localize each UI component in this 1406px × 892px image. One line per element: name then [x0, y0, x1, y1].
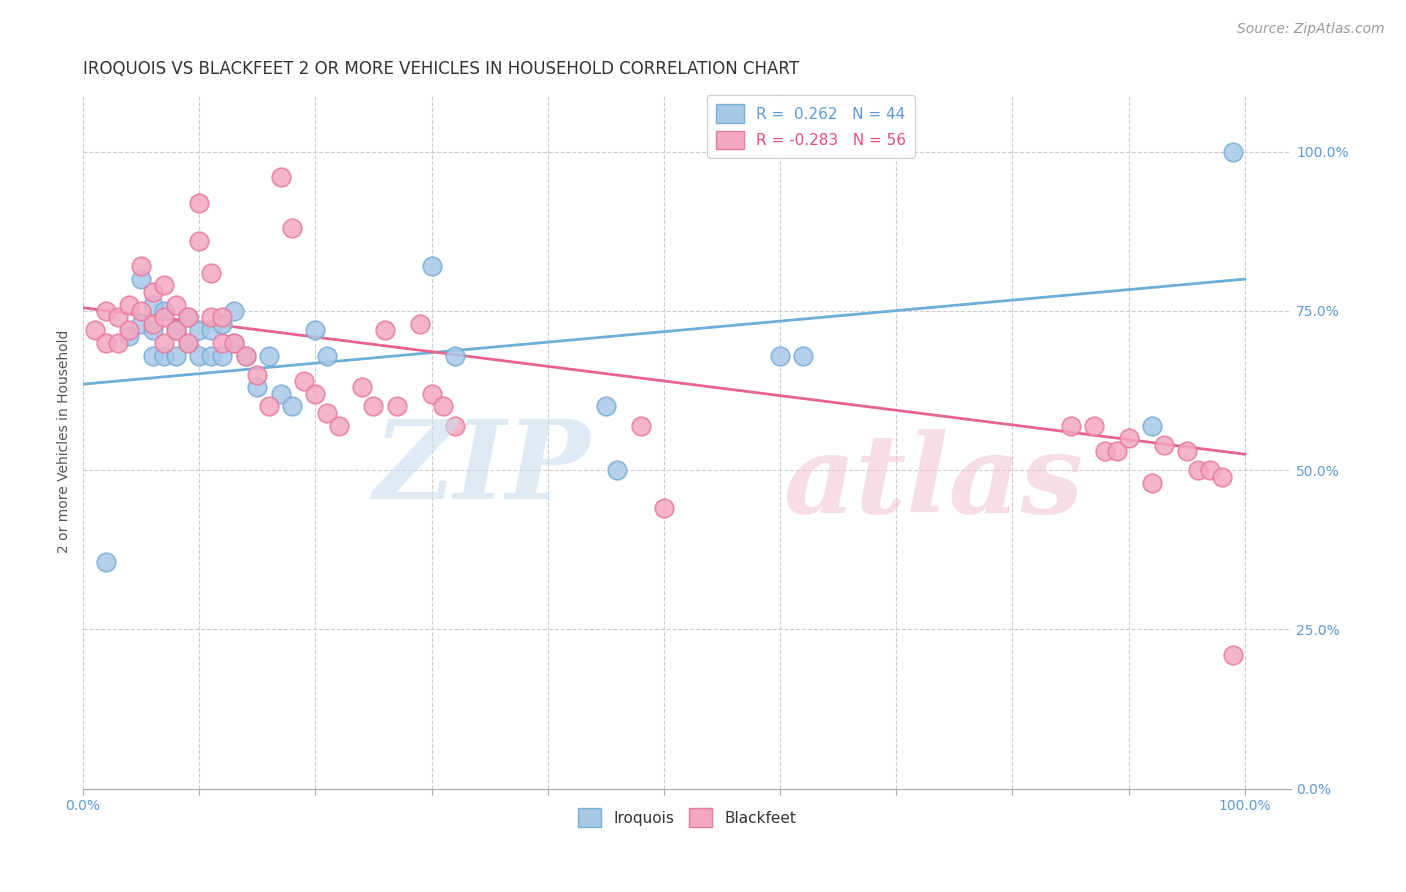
Point: [235, 349, 257, 363]
Point: [142, 285, 165, 299]
Text: IROQUOIS VS BLACKFEET 2 OR MORE VEHICLES IN HOUSEHOLD CORRELATION CHART: IROQUOIS VS BLACKFEET 2 OR MORE VEHICLES…: [83, 60, 799, 78]
Point: [270, 386, 292, 401]
Point: [630, 418, 652, 433]
Point: [153, 304, 176, 318]
Point: [200, 323, 222, 337]
Point: [188, 195, 211, 210]
Point: [188, 349, 211, 363]
Point: [83, 323, 105, 337]
Point: [188, 234, 211, 248]
Point: [443, 418, 465, 433]
Point: [1140, 418, 1163, 433]
Point: [142, 349, 165, 363]
Point: [176, 335, 198, 350]
Point: [1140, 475, 1163, 490]
Point: [129, 304, 152, 318]
Point: [235, 349, 257, 363]
Point: [96, 304, 118, 318]
Point: [153, 310, 176, 325]
Point: [246, 380, 269, 394]
Point: [188, 323, 211, 337]
Point: [165, 349, 187, 363]
Point: [165, 297, 187, 311]
Point: [165, 323, 187, 337]
Point: [316, 349, 339, 363]
Point: [432, 400, 454, 414]
Point: [118, 323, 141, 337]
Point: [96, 556, 118, 570]
Point: [211, 310, 233, 325]
Point: [1222, 648, 1244, 662]
Point: [200, 310, 222, 325]
Point: [363, 400, 385, 414]
Point: [304, 386, 326, 401]
Point: [1175, 444, 1198, 458]
Text: atlas: atlas: [783, 429, 1084, 537]
Point: [142, 297, 165, 311]
Point: [1187, 463, 1209, 477]
Point: [1105, 444, 1128, 458]
Point: [281, 400, 304, 414]
Point: [1094, 444, 1116, 458]
Point: [200, 266, 222, 280]
Point: [107, 310, 129, 325]
Point: [1211, 469, 1233, 483]
Point: [328, 418, 350, 433]
Point: [281, 221, 304, 235]
Point: [129, 260, 152, 274]
Point: [257, 349, 280, 363]
Point: [153, 335, 176, 350]
Point: [1083, 418, 1105, 433]
Point: [246, 368, 269, 382]
Point: [606, 463, 628, 477]
Point: [222, 335, 245, 350]
Legend: Iroquois, Blackfeet: Iroquois, Blackfeet: [572, 802, 803, 833]
Point: [304, 323, 326, 337]
Point: [142, 317, 165, 331]
Point: [176, 310, 198, 325]
Point: [165, 323, 187, 337]
Point: [176, 310, 198, 325]
Point: [409, 317, 432, 331]
Point: [374, 323, 396, 337]
Point: [257, 400, 280, 414]
Point: [652, 501, 675, 516]
Point: [792, 349, 814, 363]
Point: [420, 260, 443, 274]
Point: [129, 317, 152, 331]
Point: [1059, 418, 1081, 433]
Point: [211, 317, 233, 331]
Point: [118, 329, 141, 343]
Point: [142, 323, 165, 337]
Point: [176, 335, 198, 350]
Point: [1222, 145, 1244, 159]
Point: [200, 349, 222, 363]
Point: [222, 304, 245, 318]
Point: [153, 349, 176, 363]
Point: [211, 349, 233, 363]
Point: [211, 335, 233, 350]
Point: [420, 386, 443, 401]
Point: [118, 297, 141, 311]
Point: [316, 406, 339, 420]
Point: [270, 170, 292, 185]
Point: [1153, 438, 1175, 452]
Point: [595, 400, 617, 414]
Point: [443, 349, 465, 363]
Point: [350, 380, 373, 394]
Point: [153, 278, 176, 293]
Point: [292, 374, 315, 388]
Point: [769, 349, 792, 363]
Text: Source: ZipAtlas.com: Source: ZipAtlas.com: [1237, 22, 1385, 37]
Point: [385, 400, 408, 414]
Text: ZIP: ZIP: [374, 416, 591, 523]
Point: [1118, 431, 1140, 445]
Y-axis label: 2 or more Vehicles in Household: 2 or more Vehicles in Household: [58, 330, 72, 553]
Point: [107, 335, 129, 350]
Point: [129, 272, 152, 286]
Point: [222, 335, 245, 350]
Point: [1199, 463, 1222, 477]
Point: [96, 335, 118, 350]
